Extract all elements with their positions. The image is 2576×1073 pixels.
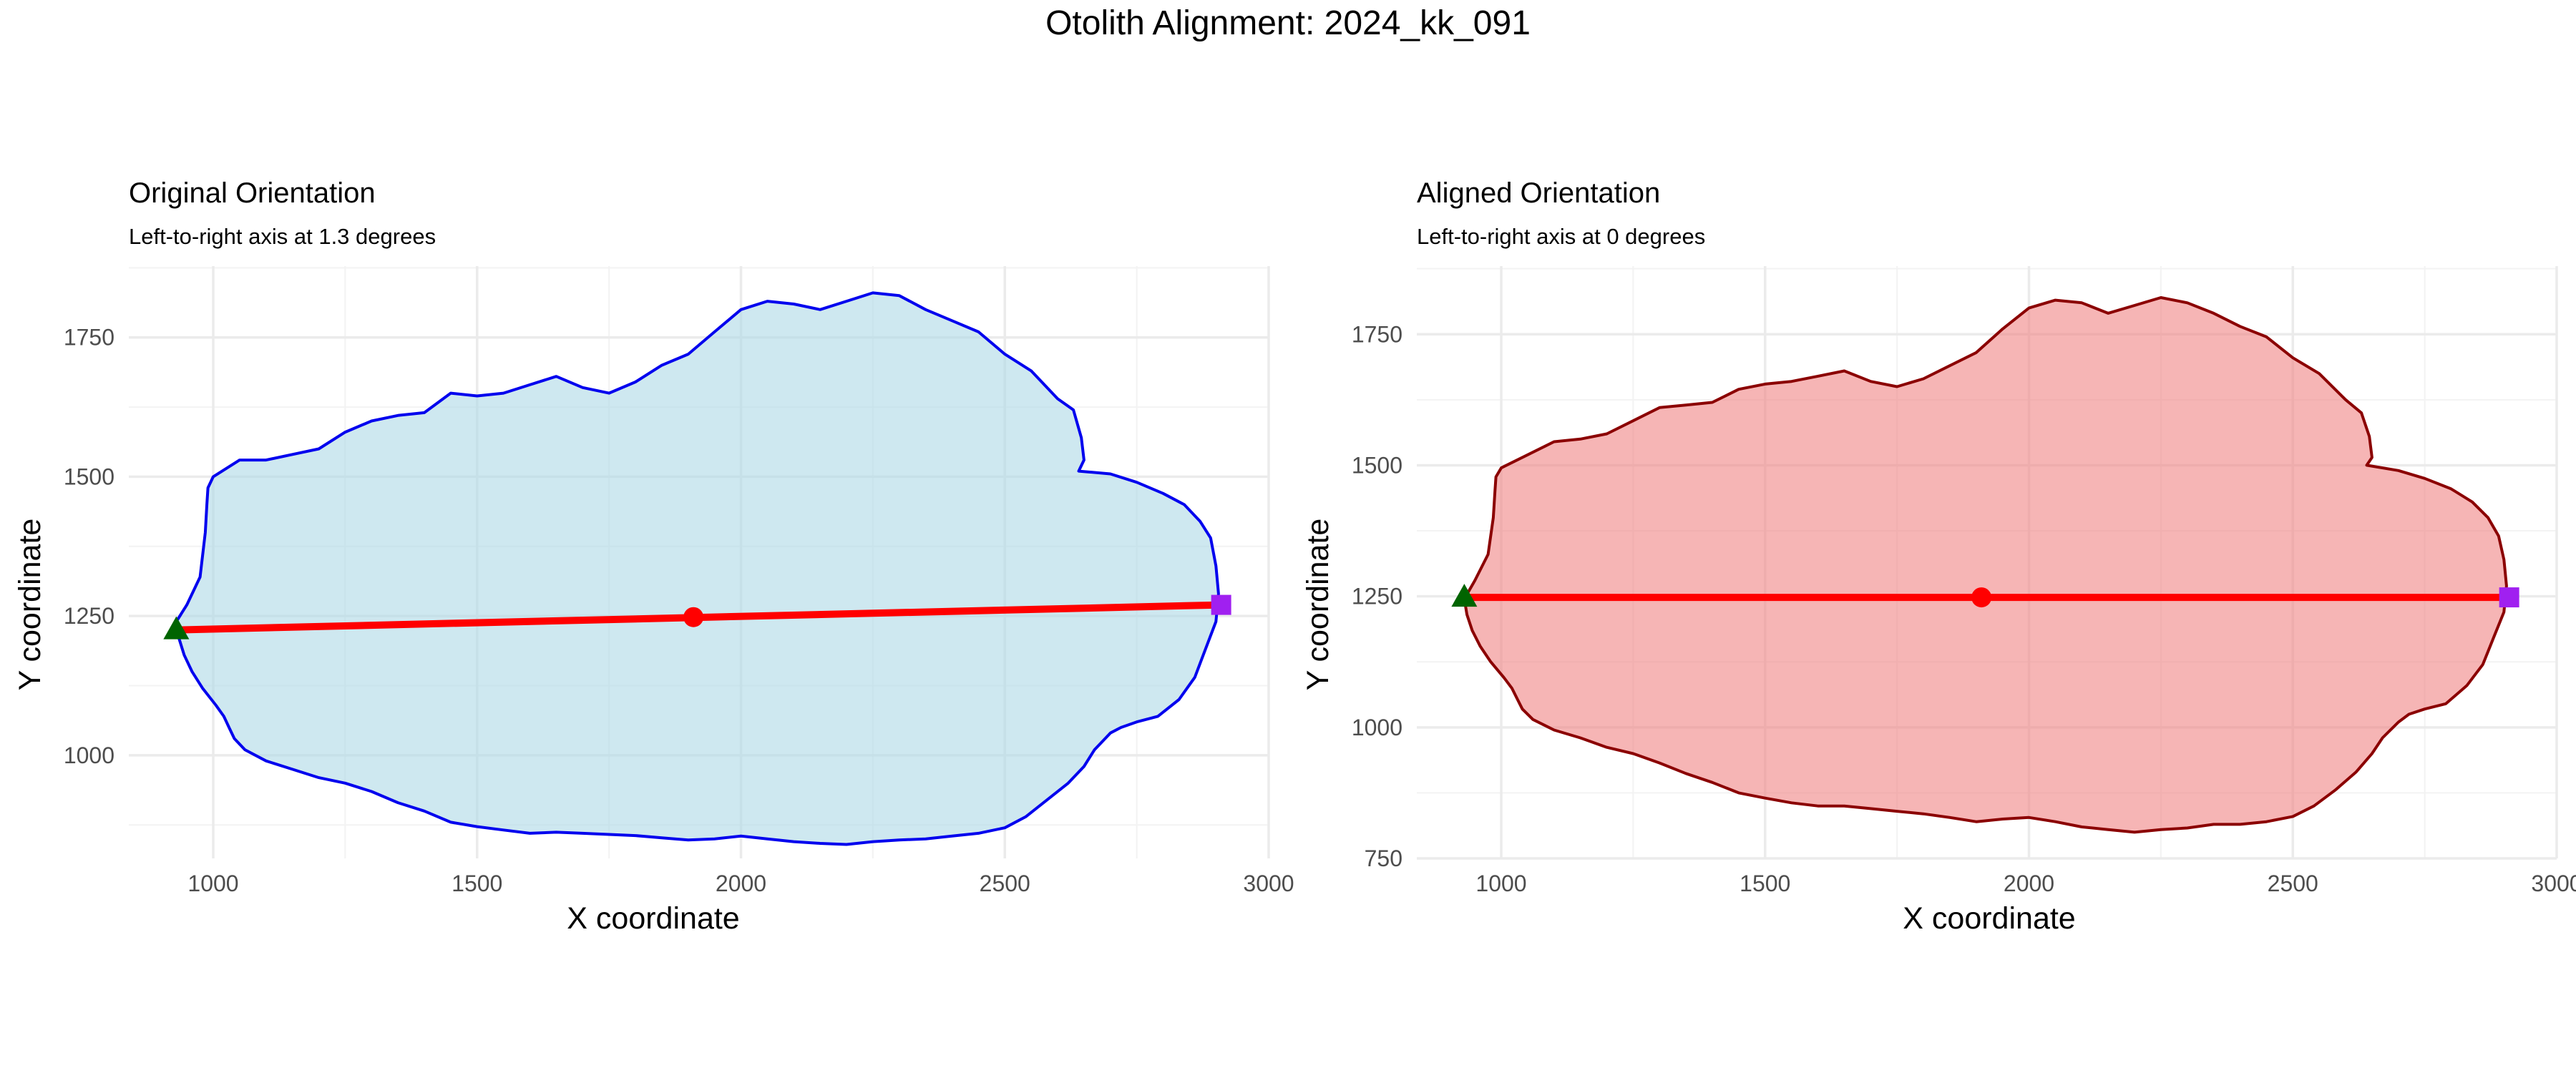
x-tick-label: 1000 <box>1475 871 1526 896</box>
y-axis-title: Y coordinate <box>13 519 47 691</box>
panel-subtitle: Left-to-right axis at 1.3 degrees <box>129 224 436 249</box>
panel-title: Original Orientation <box>129 177 376 209</box>
figure-title: Otolith Alignment: 2024_kk_091 <box>1045 4 1531 42</box>
x-tick-label: 3000 <box>2531 871 2576 896</box>
x-tick-label: 2500 <box>2268 871 2318 896</box>
y-tick-label: 1500 <box>64 464 114 489</box>
x-tick-label: 3000 <box>1243 871 1294 896</box>
center-point-marker <box>683 607 704 627</box>
y-tick-label: 1000 <box>64 743 114 768</box>
x-tick-label: 2500 <box>980 871 1030 896</box>
plot-area: 1000 1500 2000 2500 3000 750 1000 1250 1500 1750 <box>1352 266 2576 896</box>
left-point-marker <box>1451 584 1478 607</box>
x-tick-label: 1000 <box>187 871 238 896</box>
panel-aligned: Aligned Orientation Left-to-right axis a… <box>1301 177 2576 936</box>
y-tick-label: 1000 <box>1352 715 1402 740</box>
x-tick-label: 2000 <box>2004 871 2054 896</box>
panel-title: Aligned Orientation <box>1417 177 1660 209</box>
left-point-marker <box>163 616 190 640</box>
y-tick-label: 1250 <box>64 603 114 629</box>
panel-subtitle: Left-to-right axis at 0 degrees <box>1417 224 1705 249</box>
y-tick-label: 750 <box>1365 846 1402 871</box>
x-axis-title: X coordinate <box>1903 901 2075 936</box>
y-tick-label: 1750 <box>64 325 114 351</box>
y-tick-label: 1750 <box>1352 321 1402 347</box>
right-point-marker <box>2499 587 2519 608</box>
y-tick-label: 1250 <box>1352 584 1402 609</box>
panel-original: Original Orientation Left-to-right axis … <box>13 177 1294 936</box>
otolith-outline <box>1463 296 2508 834</box>
right-point-marker <box>1211 594 1231 615</box>
plot-area: 1000 1500 2000 2500 3000 1000 1250 1500 1750 <box>64 266 1294 896</box>
y-tick-label: 1500 <box>1352 452 1402 478</box>
y-axis-title: Y coordinate <box>1301 519 1335 691</box>
x-tick-label: 2000 <box>716 871 766 896</box>
x-axis-title: X coordinate <box>567 901 739 936</box>
x-tick-label: 1500 <box>452 871 502 896</box>
x-tick-label: 1500 <box>1740 871 1790 896</box>
otolith-outline <box>175 291 1220 846</box>
center-point-marker <box>1971 587 1992 608</box>
